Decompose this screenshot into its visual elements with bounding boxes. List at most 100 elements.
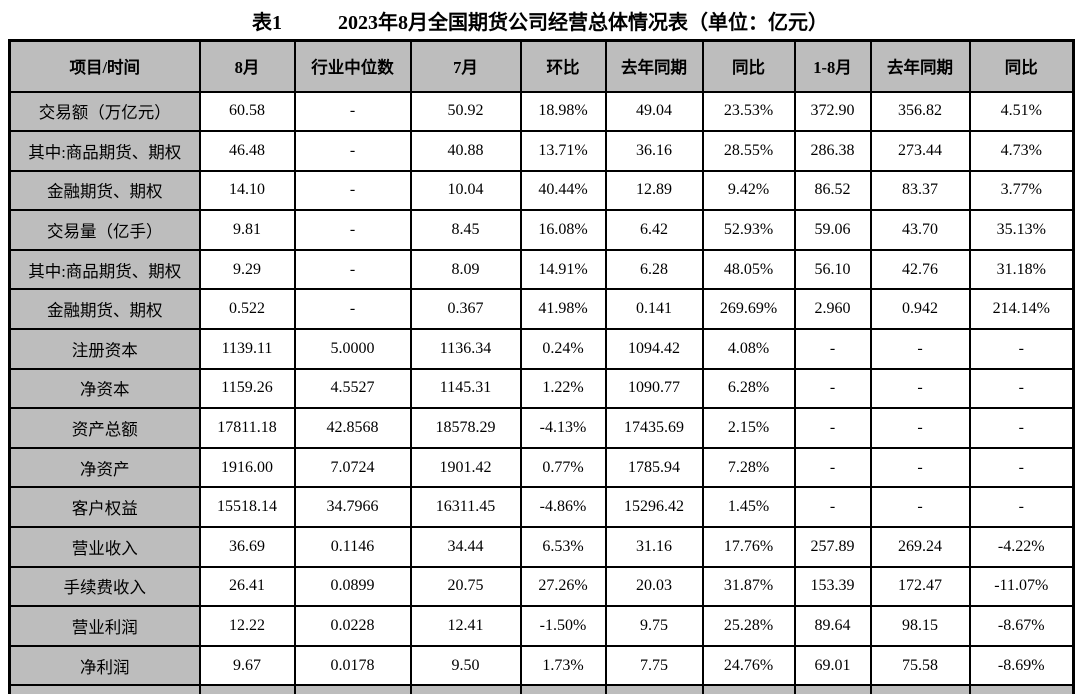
table-cell: 1785.94 bbox=[604, 446, 704, 489]
clipped-cell bbox=[198, 684, 296, 694]
table-cell: - bbox=[869, 446, 971, 489]
table-cell: - bbox=[293, 169, 412, 212]
row-label: 客户权益 bbox=[8, 486, 201, 529]
table-row: 注册资本 1139.11 5.0000 1136.34 0.24% 1094.42 4.08… bbox=[8, 328, 1075, 370]
table-cell: 4.73% bbox=[968, 130, 1075, 172]
clipped-cell bbox=[968, 684, 1075, 694]
table-cell: 8.09 bbox=[409, 248, 522, 291]
table-cell: 1136.34 bbox=[409, 328, 522, 370]
table-cell: - bbox=[793, 328, 872, 370]
table-cell: - bbox=[968, 407, 1075, 449]
table-cell: 286.38 bbox=[793, 130, 872, 172]
column-header: 7月 bbox=[409, 39, 522, 93]
row-label: 营业收入 bbox=[8, 526, 201, 568]
table-cell: 5.0000 bbox=[293, 328, 412, 370]
table-cell: - bbox=[793, 367, 872, 410]
table-cell: 49.04 bbox=[604, 90, 704, 133]
table-cell: 86.52 bbox=[793, 169, 872, 212]
table-cell: 31.87% bbox=[701, 565, 796, 608]
table-cell: 1094.42 bbox=[604, 328, 704, 370]
table-cell: 153.39 bbox=[793, 565, 872, 608]
table-cell: 59.06 bbox=[793, 209, 872, 251]
row-label: 净资产 bbox=[8, 446, 201, 489]
table-cell: 3.77% bbox=[968, 169, 1075, 212]
table-cell: 13.71% bbox=[519, 130, 607, 172]
table-cell: 40.44% bbox=[519, 169, 607, 212]
table-cell: - bbox=[793, 486, 872, 529]
table-cell: - bbox=[293, 130, 412, 172]
table-cell: 9.50 bbox=[409, 644, 522, 687]
table-cell: 9.42% bbox=[701, 169, 796, 212]
table-row: 金融期货、期权 0.522-0.367 41.98% 0.141 269.69% 2.96… bbox=[8, 288, 1075, 331]
table-cell: 17811.18 bbox=[198, 407, 296, 449]
table-cell: 36.69 bbox=[198, 526, 296, 568]
table-cell: 75.58 bbox=[869, 644, 971, 687]
table-cell: 16.08% bbox=[519, 209, 607, 251]
table-cell: 40.88 bbox=[409, 130, 522, 172]
table-header-row: 项目/时间 8月 行业中位数 7月 环比 去年同期 同比 1-8月 去年同期 同比 bbox=[8, 39, 1075, 93]
row-label: 净利润 bbox=[8, 644, 201, 687]
table-cell: 31.18% bbox=[968, 248, 1075, 291]
table-cell: 0.367 bbox=[409, 288, 522, 331]
table-cell: -8.67% bbox=[968, 605, 1075, 647]
table-row: 营业收入 36.69 0.1146 34.44 6.53% 31.16 17.76% 257.… bbox=[8, 526, 1075, 568]
table-cell: - bbox=[293, 209, 412, 251]
table-cell: 1090.77 bbox=[604, 367, 704, 410]
table-cell: 17435.69 bbox=[604, 407, 704, 449]
table-cell: - bbox=[968, 367, 1075, 410]
table-cell: -8.69% bbox=[968, 644, 1075, 687]
table-cell: 35.13% bbox=[968, 209, 1075, 251]
table-cell: 1145.31 bbox=[409, 367, 522, 410]
table-cell: -4.13% bbox=[519, 407, 607, 449]
table-cell: 8.45 bbox=[409, 209, 522, 251]
table-cell: 12.41 bbox=[409, 605, 522, 647]
table-row: 交易量（亿手） 9.81-8.45 16.08% 6.42 52.93% 59.06 43.… bbox=[8, 209, 1075, 251]
table-cell: 83.37 bbox=[869, 169, 971, 212]
table-cell: 0.1146 bbox=[293, 526, 412, 568]
table-cell: 4.08% bbox=[701, 328, 796, 370]
table-cell: 214.14% bbox=[968, 288, 1075, 331]
table-row: 其中:商品期货、期权 46.48-40.88 13.71% 36.16 28.55% 28… bbox=[8, 130, 1075, 172]
table-cell: 60.58 bbox=[198, 90, 296, 133]
row-label: 资产总额 bbox=[8, 407, 201, 449]
table-cell: 28.55% bbox=[701, 130, 796, 172]
table-cell: 7.75 bbox=[604, 644, 704, 687]
table-cell: 41.98% bbox=[519, 288, 607, 331]
table-row: 资产总额 17811.18 42.8568 18578.29 -4.13% 17435.6… bbox=[8, 407, 1075, 449]
clipped-cell bbox=[869, 684, 971, 694]
table-cell: 15518.14 bbox=[198, 486, 296, 529]
table-cell: 34.7966 bbox=[293, 486, 412, 529]
table-cell: 257.89 bbox=[793, 526, 872, 568]
table-cell: 12.22 bbox=[198, 605, 296, 647]
row-label: 净资本 bbox=[8, 367, 201, 410]
clipped-cell bbox=[793, 684, 872, 694]
table-cell: -11.07% bbox=[968, 565, 1075, 608]
table-row: 营业利润 12.22 0.0228 12.41 -1.50% 9.75 25.28% 89.6… bbox=[8, 605, 1075, 647]
row-label: 营业利润 bbox=[8, 605, 201, 647]
column-header: 1-8月 bbox=[793, 39, 872, 93]
clipped-cell bbox=[701, 684, 796, 694]
column-header: 8月 bbox=[198, 39, 296, 93]
table-cell: 20.75 bbox=[409, 565, 522, 608]
column-header: 去年同期 bbox=[869, 39, 971, 93]
table-cell: 42.76 bbox=[869, 248, 971, 291]
clipped-cell bbox=[604, 684, 704, 694]
column-header: 行业中位数 bbox=[293, 39, 412, 93]
row-label: 金融期货、期权 bbox=[8, 169, 201, 212]
table-row: 手续费收入 26.41 0.0899 20.75 27.26% 20.03 31.87% 15… bbox=[8, 565, 1075, 608]
table-cell: - bbox=[968, 328, 1075, 370]
table-cell: 9.67 bbox=[198, 644, 296, 687]
table-cell: 98.15 bbox=[869, 605, 971, 647]
table-cell: 24.76% bbox=[701, 644, 796, 687]
table-cell: 1.22% bbox=[519, 367, 607, 410]
table-cell: 1139.11 bbox=[198, 328, 296, 370]
table-cell: 12.89 bbox=[604, 169, 704, 212]
table-cell: 20.03 bbox=[604, 565, 704, 608]
table-row: 客户权益 15518.14 34.7966 16311.45 -4.86% 15296.4… bbox=[8, 486, 1075, 529]
table-cell: 0.0178 bbox=[293, 644, 412, 687]
row-label: 金融期货、期权 bbox=[8, 288, 201, 331]
table-cell: 172.47 bbox=[869, 565, 971, 608]
table-cell: 42.8568 bbox=[293, 407, 412, 449]
row-label: 其中:商品期货、期权 bbox=[8, 248, 201, 291]
